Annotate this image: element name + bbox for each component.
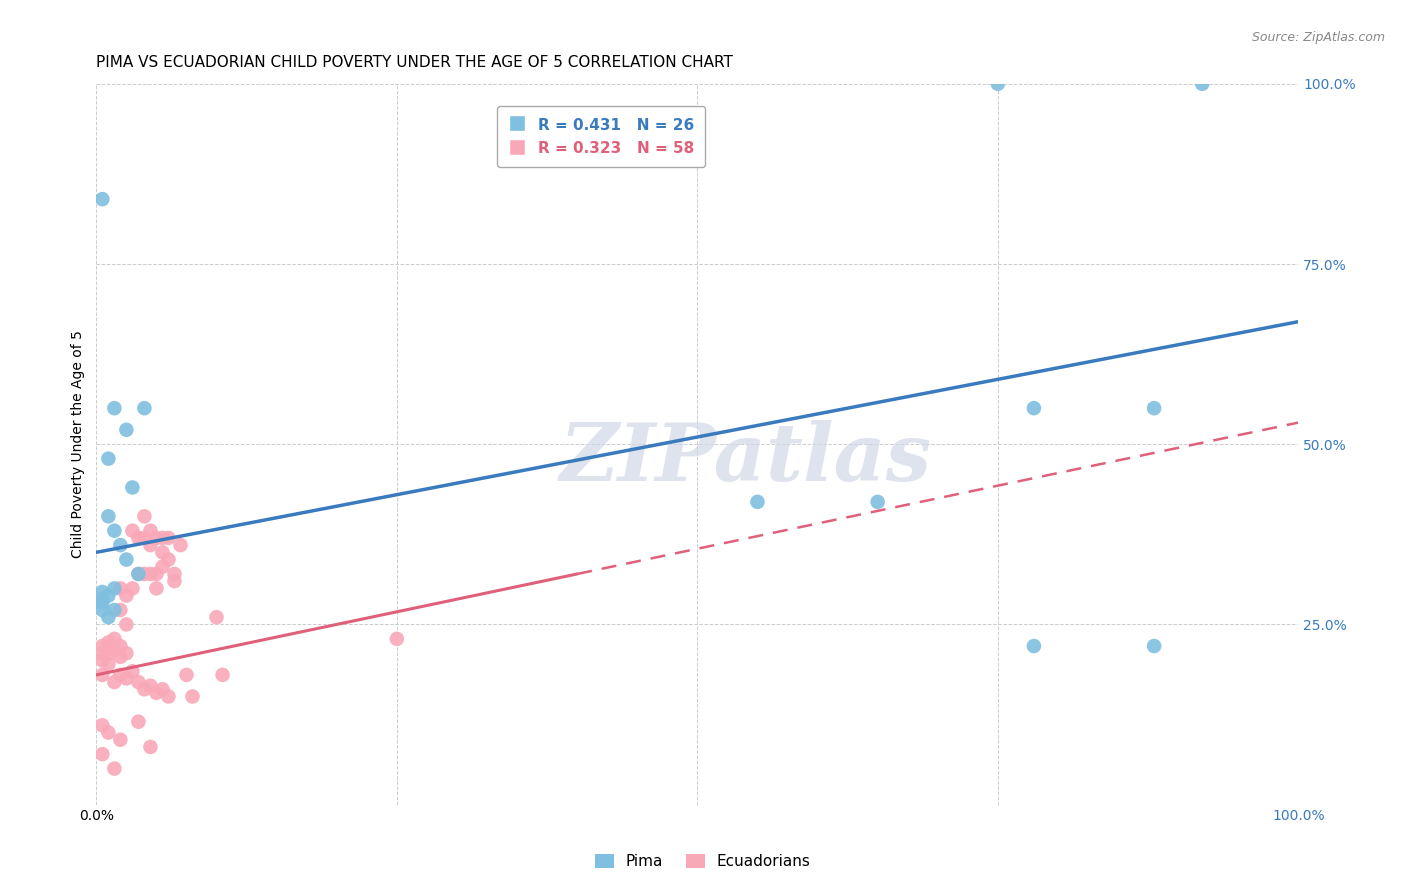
Point xyxy=(127,531,149,545)
Text: Source: ZipAtlas.com: Source: ZipAtlas.com xyxy=(1251,31,1385,45)
Legend: Pima, Ecuadorians: Pima, Ecuadorians xyxy=(589,848,817,875)
Point xyxy=(103,401,125,416)
Point xyxy=(145,686,167,700)
Point xyxy=(145,531,167,545)
Point xyxy=(91,592,114,607)
Point xyxy=(97,610,120,624)
Point xyxy=(139,739,162,754)
Point xyxy=(121,665,143,679)
Point xyxy=(121,582,143,596)
Point xyxy=(110,668,132,682)
Point xyxy=(134,682,156,697)
Point xyxy=(115,423,138,437)
Point xyxy=(91,718,114,732)
Point xyxy=(205,610,228,624)
Point xyxy=(1191,77,1213,91)
Point xyxy=(157,552,180,566)
Point xyxy=(97,646,120,660)
Legend: R = 0.431   N = 26, R = 0.323   N = 58: R = 0.431 N = 26, R = 0.323 N = 58 xyxy=(498,106,706,167)
Point xyxy=(866,495,889,509)
Point xyxy=(139,566,162,581)
Point xyxy=(115,552,138,566)
Point xyxy=(110,732,132,747)
Point xyxy=(134,566,156,581)
Point xyxy=(134,401,156,416)
Point xyxy=(163,574,186,589)
Text: PIMA VS ECUADORIAN CHILD POVERTY UNDER THE AGE OF 5 CORRELATION CHART: PIMA VS ECUADORIAN CHILD POVERTY UNDER T… xyxy=(97,55,733,70)
Point xyxy=(176,668,198,682)
Point xyxy=(987,77,1010,91)
Point xyxy=(139,538,162,552)
Point xyxy=(91,747,114,761)
Point xyxy=(152,682,174,697)
Point xyxy=(127,675,149,690)
Point xyxy=(1022,401,1045,416)
Point xyxy=(97,451,120,466)
Point xyxy=(1143,401,1166,416)
Point xyxy=(110,603,132,617)
Point xyxy=(127,566,149,581)
Point xyxy=(121,480,143,494)
Point xyxy=(91,585,114,599)
Point xyxy=(91,668,114,682)
Point xyxy=(152,531,174,545)
Point xyxy=(110,649,132,664)
Point xyxy=(103,642,125,657)
Point xyxy=(169,538,191,552)
Point xyxy=(97,509,120,524)
Point xyxy=(91,603,114,617)
Point xyxy=(139,524,162,538)
Point xyxy=(91,639,114,653)
Point xyxy=(97,589,120,603)
Point xyxy=(115,589,138,603)
Point xyxy=(152,545,174,559)
Point xyxy=(91,653,114,667)
Point xyxy=(152,559,174,574)
Point xyxy=(103,603,125,617)
Point xyxy=(181,690,204,704)
Point xyxy=(103,675,125,690)
Point xyxy=(139,679,162,693)
Point xyxy=(110,538,132,552)
Point xyxy=(91,646,114,660)
Point xyxy=(103,632,125,646)
Point xyxy=(115,672,138,686)
Point xyxy=(103,762,125,776)
Point xyxy=(145,582,167,596)
Point xyxy=(163,566,186,581)
Point xyxy=(1143,639,1166,653)
Point xyxy=(97,657,120,671)
Point xyxy=(127,714,149,729)
Y-axis label: Child Poverty Under the Age of 5: Child Poverty Under the Age of 5 xyxy=(72,330,86,558)
Point xyxy=(103,582,125,596)
Point xyxy=(110,639,132,653)
Point xyxy=(91,192,114,206)
Point xyxy=(121,524,143,538)
Point xyxy=(97,635,120,649)
Point xyxy=(134,509,156,524)
Text: ZIPatlas: ZIPatlas xyxy=(560,420,932,498)
Point xyxy=(110,582,132,596)
Point xyxy=(145,566,167,581)
Point xyxy=(127,566,149,581)
Point xyxy=(157,690,180,704)
Point xyxy=(211,668,233,682)
Point xyxy=(134,531,156,545)
Point xyxy=(385,632,408,646)
Point xyxy=(747,495,769,509)
Point xyxy=(115,617,138,632)
Point xyxy=(157,531,180,545)
Point xyxy=(115,646,138,660)
Point xyxy=(1022,639,1045,653)
Point xyxy=(97,725,120,739)
Point xyxy=(103,524,125,538)
Point xyxy=(91,596,114,610)
